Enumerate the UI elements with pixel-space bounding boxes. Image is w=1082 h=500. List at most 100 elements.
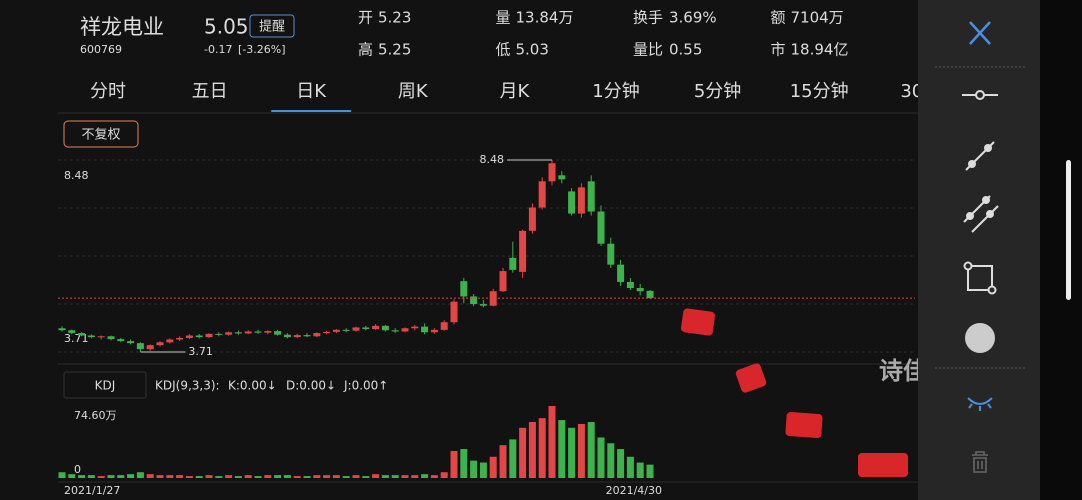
close-icon[interactable] (969, 21, 991, 45)
candle-body (430, 329, 438, 333)
candle-body (185, 335, 193, 338)
stat-label: 市 (771, 41, 786, 59)
tab[interactable]: 5分钟 (694, 81, 741, 102)
volume-bar (127, 474, 135, 478)
volume-bar (166, 475, 174, 478)
stat-value: 18.94亿 (791, 41, 849, 59)
channel-tool[interactable] (971, 205, 999, 233)
delete-icon[interactable] (972, 451, 988, 473)
tab[interactable]: 15分钟 (790, 81, 849, 102)
volume-bar (225, 475, 233, 478)
volume-bar (283, 475, 291, 478)
stat-value: 0.55 (669, 41, 702, 59)
candle-body (479, 304, 487, 306)
volume-bar (450, 450, 458, 478)
candle-body (264, 331, 272, 333)
color-tool[interactable] (965, 323, 995, 353)
tab[interactable]: 月K (499, 81, 530, 102)
channel-tool-dot[interactable] (986, 210, 994, 218)
volume-bar (156, 475, 164, 478)
tab[interactable]: 日K (296, 81, 327, 102)
candle-body (577, 187, 585, 214)
candle-body (568, 191, 576, 214)
channel-tool-dot[interactable] (982, 196, 990, 204)
rect-tool-dot[interactable] (963, 261, 973, 271)
channel-tool-dot[interactable] (966, 212, 974, 220)
candle-body (107, 336, 115, 340)
candle-body (411, 326, 419, 329)
candle-body (646, 290, 654, 299)
volume-bar (215, 476, 223, 478)
stat-value: 5.23 (378, 9, 411, 27)
candle-body (225, 332, 233, 335)
candle-body (274, 331, 282, 335)
line-tool-dot[interactable] (984, 144, 992, 152)
volume-bar (421, 474, 429, 478)
volume-bar (293, 476, 301, 478)
change-pct: [-3.26%] (238, 43, 286, 56)
rect-tool[interactable] (967, 265, 993, 291)
volume-bar (460, 449, 468, 478)
candle-body (166, 339, 174, 343)
hline-tool-dot[interactable] (975, 90, 985, 100)
tab[interactable]: 分时 (90, 81, 126, 102)
candle-body (362, 327, 370, 330)
volume-bar (401, 475, 409, 478)
volume-bar (97, 476, 105, 478)
candle-body (607, 243, 615, 265)
rect-tool-dot[interactable] (987, 285, 997, 295)
volume-bar (489, 456, 497, 478)
candle-body (313, 333, 321, 337)
tab[interactable]: 五日 (192, 81, 228, 102)
candle-body (558, 175, 566, 180)
volume-bar (303, 476, 311, 478)
alert-label[interactable]: 提醒 (259, 19, 285, 35)
candle-body (401, 328, 409, 332)
hide-icon[interactable] (967, 397, 993, 411)
candle-body (499, 271, 507, 292)
volume-bar (323, 475, 331, 478)
candle-body (617, 264, 625, 282)
volume-bar (519, 427, 527, 478)
candle-body (597, 211, 605, 244)
candle-body (215, 333, 223, 335)
line-tool-dot[interactable] (968, 160, 976, 168)
tab[interactable]: 周K (398, 81, 429, 102)
drawing-toolbar (918, 0, 1082, 500)
candle-body (372, 325, 380, 330)
adjust-label[interactable]: 不复权 (81, 127, 120, 143)
volume-bar (205, 475, 213, 478)
volume-bar (509, 439, 517, 478)
price: 5.05 (204, 15, 249, 39)
stat-label: 换手 (633, 9, 663, 27)
candle-body (205, 333, 213, 338)
volume-bar (185, 476, 193, 478)
stat-label: 额 (771, 9, 786, 27)
indicator-label[interactable]: KDJ (95, 379, 116, 393)
candle-body (244, 331, 252, 334)
candle-body (352, 327, 360, 331)
volume-tick-label: 74.60万 (74, 409, 117, 422)
volume-bar (176, 475, 184, 478)
candle-body (97, 336, 105, 338)
tab[interactable]: 1分钟 (592, 81, 639, 102)
volume-bar (78, 475, 86, 478)
volume-bar (146, 474, 154, 478)
volume-tick-label: 0 (74, 463, 81, 476)
candle-body (460, 281, 468, 297)
volume-bar (470, 460, 478, 478)
candle-body (323, 331, 331, 334)
candle-body (117, 339, 125, 342)
indicator-button[interactable] (63, 371, 147, 399)
volume-bar (58, 472, 66, 478)
alert-button[interactable] (249, 14, 295, 38)
volume-bar (558, 420, 566, 478)
volume-bar (244, 475, 252, 478)
candle-body (156, 342, 164, 346)
candle-body (391, 330, 399, 332)
candle-body (254, 331, 262, 333)
adjust-button[interactable] (63, 120, 139, 148)
toolbar-bg (918, 0, 1040, 500)
